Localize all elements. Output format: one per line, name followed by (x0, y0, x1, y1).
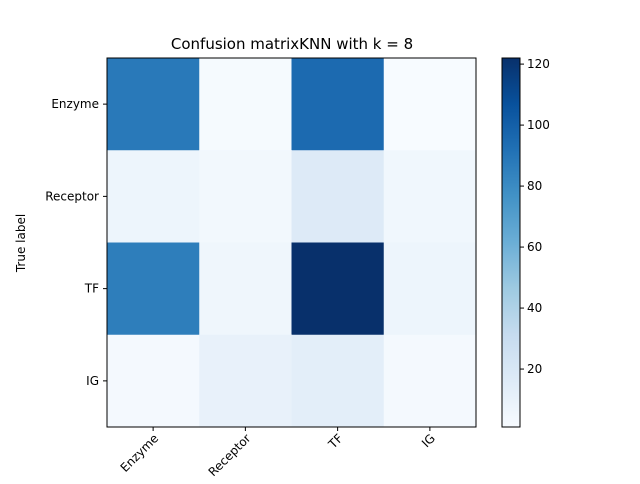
heatmap-cell (199, 242, 292, 336)
y-tick-label: Enzyme (51, 97, 99, 111)
colorbar-tick-label: 60 (527, 240, 542, 254)
heatmap-cell (199, 334, 292, 428)
heatmap-cell (291, 58, 385, 151)
heatmap-cell (107, 150, 200, 243)
heatmap-cell (291, 150, 385, 243)
colorbar-tick-label: 20 (527, 362, 542, 376)
y-axis-label: True label (14, 214, 28, 273)
heatmap-cell (291, 334, 385, 428)
x-tick-label: IG (419, 431, 438, 450)
heatmap-cell (383, 58, 477, 151)
y-tick-label: TF (84, 282, 99, 296)
colorbar-tick-label: 120 (527, 57, 550, 71)
y-tick-label: Receptor (45, 189, 99, 203)
x-tick-label: TF (325, 431, 346, 452)
colorbar-tick-label: 80 (527, 179, 542, 193)
colorbar-tick-label: 100 (527, 118, 550, 132)
chart-title: Confusion matrixKNN with k = 8 (171, 35, 413, 53)
colorbar: 20 40 60 80 100 120 (501, 57, 550, 428)
x-tick-label: Enzyme (118, 431, 162, 475)
heatmap-cell (199, 58, 292, 151)
y-tick-label: IG (86, 374, 99, 388)
colorbar-tick-label: 40 (527, 301, 542, 315)
heatmap-cell (107, 334, 200, 428)
heatmap-cell (383, 150, 477, 243)
colorbar-gradient (501, 57, 521, 428)
plot-frame (106, 57, 477, 428)
heatmap-cell (383, 242, 477, 336)
heatmap-cell (383, 334, 477, 428)
heatmap-cell (107, 58, 200, 151)
heatmap-cell (199, 150, 292, 243)
x-tick-label: Receptor (206, 431, 254, 479)
heatmap-cells (107, 58, 477, 428)
heatmap-cell (107, 242, 200, 336)
heatmap-cell (291, 242, 385, 336)
